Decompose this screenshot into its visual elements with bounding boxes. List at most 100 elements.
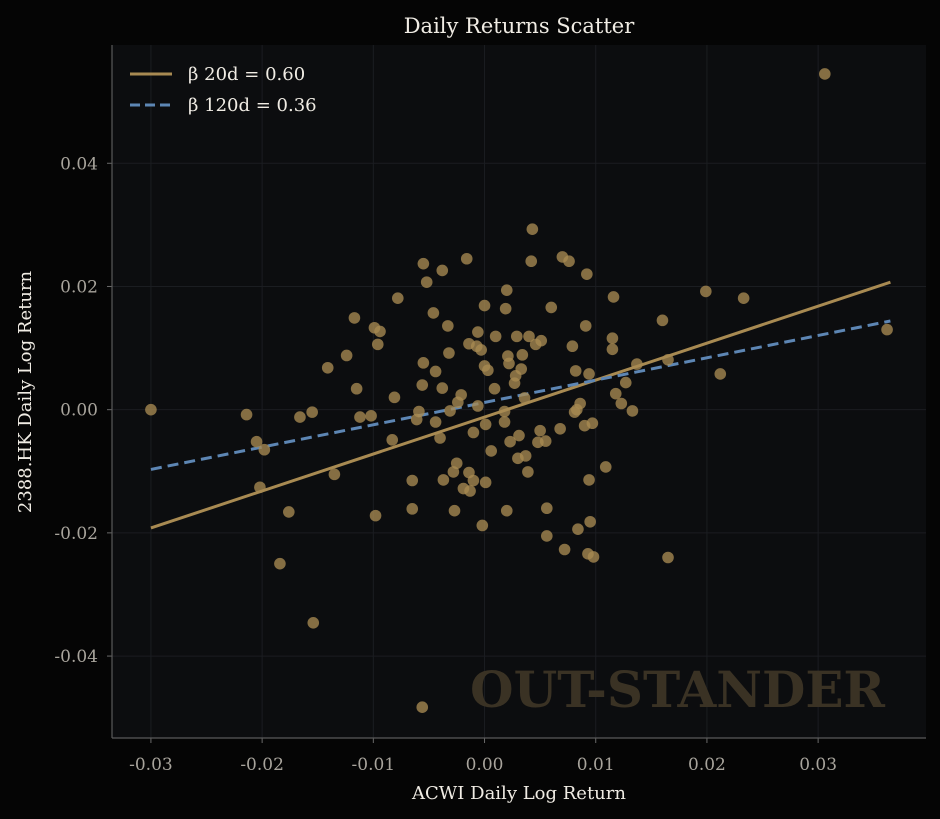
data-point [498, 405, 511, 418]
data-point [450, 457, 463, 470]
data-point [417, 257, 430, 270]
x-tick-label: -0.02 [240, 755, 284, 775]
data-point [607, 291, 620, 303]
data-point [606, 332, 619, 345]
data-point [599, 461, 612, 473]
x-tick-label: 0.02 [688, 755, 726, 775]
data-point [523, 330, 535, 343]
data-point [406, 503, 419, 515]
data-point [737, 292, 750, 304]
data-point [482, 364, 494, 377]
data-point [558, 543, 571, 556]
data-point [406, 474, 419, 487]
data-point [328, 468, 341, 481]
data-point [488, 382, 501, 395]
data-point [444, 405, 456, 417]
data-point [572, 523, 584, 535]
data-point [294, 411, 306, 423]
data-point [240, 408, 253, 421]
legend-label-beta-20d: β 20d = 0.60 [188, 64, 305, 85]
data-point [539, 435, 552, 447]
data-point [442, 320, 454, 332]
legend-label-beta-120d: β 120d = 0.36 [188, 95, 317, 116]
data-point [254, 481, 266, 494]
x-tick-label: 0.00 [466, 755, 504, 775]
data-point [340, 349, 353, 362]
data-point [472, 400, 484, 412]
data-point [498, 416, 511, 428]
y-tick-label: 0.02 [60, 277, 98, 297]
data-point [321, 361, 334, 374]
data-point [586, 417, 599, 430]
data-point [566, 340, 579, 353]
data-point [563, 255, 575, 268]
data-point [662, 353, 674, 366]
data-point [500, 504, 513, 517]
data-point [307, 617, 320, 629]
data-point [485, 445, 497, 457]
data-point [350, 382, 363, 395]
data-point [587, 551, 600, 563]
data-point [519, 450, 532, 462]
data-point [417, 357, 430, 369]
data-point [535, 334, 548, 347]
data-point [606, 343, 619, 356]
data-point [489, 330, 502, 343]
data-point [467, 474, 480, 487]
data-point [434, 432, 446, 444]
data-point [615, 397, 628, 410]
data-point [515, 363, 528, 375]
data-point [499, 302, 512, 315]
data-point [250, 435, 263, 448]
data-point [365, 410, 377, 422]
data-point [274, 557, 286, 570]
data-point [467, 426, 480, 439]
data-point [374, 325, 386, 338]
data-point [522, 466, 534, 478]
data-point [569, 365, 582, 377]
data-point [436, 382, 449, 394]
data-point [545, 301, 558, 314]
data-point [429, 365, 442, 378]
data-point [525, 255, 538, 268]
data-point [479, 418, 492, 431]
data-point [476, 519, 489, 532]
x-axis-label: ACWI Daily Log Return [411, 783, 626, 804]
data-point [700, 285, 712, 298]
data-point [369, 509, 382, 522]
watermark: OUT-STANDER [470, 660, 885, 719]
data-point [541, 530, 553, 542]
data-point [581, 268, 593, 280]
data-point [475, 344, 487, 356]
data-point [714, 368, 727, 380]
data-point [656, 314, 669, 327]
data-point [460, 252, 473, 265]
x-tick-label: -0.01 [352, 755, 396, 775]
grid [112, 45, 926, 738]
data-points [145, 68, 893, 713]
data-point [574, 397, 586, 410]
data-point [388, 391, 401, 404]
data-point [583, 474, 595, 486]
y-tick-label: -0.04 [54, 647, 98, 667]
data-point [472, 326, 484, 338]
axes [107, 45, 926, 743]
data-point [429, 416, 442, 428]
x-tick-label: 0.03 [799, 755, 837, 775]
plot-area [112, 45, 926, 738]
data-point [510, 330, 523, 343]
tick-labels: -0.03 -0.02 -0.01 0.00 0.01 0.02 0.03 -0.04 -0.0… [54, 154, 837, 775]
y-tick-label: 0.04 [60, 154, 98, 174]
data-point [348, 312, 361, 324]
data-point [437, 474, 450, 486]
data-point [427, 307, 440, 319]
data-point [306, 406, 318, 418]
data-point [145, 403, 157, 416]
data-point [579, 320, 592, 332]
legend: β 20d = 0.60 β 120d = 0.36 [130, 64, 317, 116]
data-point [436, 264, 449, 277]
data-point [541, 502, 553, 515]
data-point [283, 506, 295, 518]
data-point [386, 434, 399, 446]
data-point [416, 379, 429, 391]
